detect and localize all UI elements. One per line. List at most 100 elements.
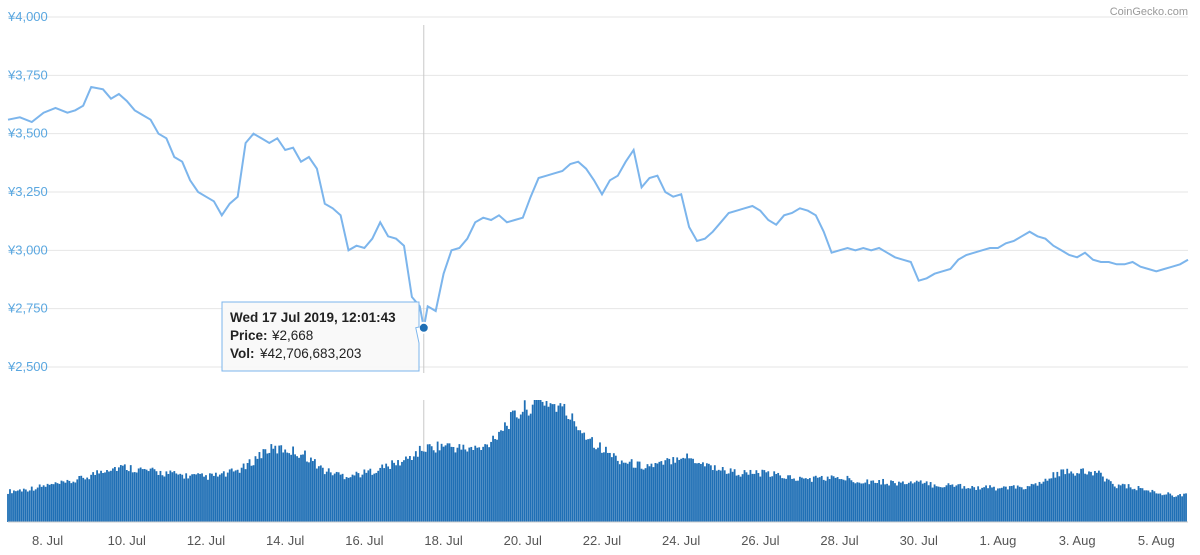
volume-bar [511,410,514,522]
volume-bar [1169,493,1172,522]
volume-bar [383,468,386,522]
volume-bar [28,490,31,522]
volume-bar [979,489,982,522]
volume-bar [1096,472,1098,522]
volume-bar [104,472,106,522]
volume-bar [700,463,702,522]
volume-bar [1131,489,1134,522]
volume-bar [395,465,397,522]
volume-bar [818,477,821,522]
volume-bar [181,474,184,522]
volume-bar [781,478,784,522]
volume-bar [412,456,415,522]
x-tick-label: 24. Jul [662,533,700,548]
x-tick-label: 12. Jul [187,533,225,548]
volume-bar [127,471,130,522]
volume-bar [814,475,817,522]
volume-bar [240,467,243,522]
volume-bar [321,467,324,522]
volume-bar [834,477,837,522]
volume-bar [585,439,588,522]
volume-bar [678,459,681,522]
volume-bar [197,473,199,522]
volume-bar [1074,475,1077,522]
volume-bar [870,480,873,522]
volume-bar [672,457,675,522]
volume-bar [878,480,881,522]
volume-bar [848,478,851,522]
volume-bar [989,485,991,522]
volume-bar [799,476,801,522]
volume-bar [375,472,378,522]
volume-bar [317,466,320,522]
volume-bar [1008,486,1011,522]
volume-bar [389,468,392,522]
volume-bar [1006,489,1009,522]
volume-bar [1143,490,1146,522]
volume-bar [504,422,506,522]
volume-bar [341,473,344,522]
volume-bar [612,453,615,522]
volume-bar [1040,483,1043,522]
volume-bar [230,468,233,522]
volume-bar [213,475,215,522]
volume-bar [282,452,285,522]
volume-bar [462,444,465,522]
volume-bar [812,476,815,522]
volume-bar [529,413,532,522]
volume-bar [147,471,150,522]
x-tick-label: 22. Jul [583,533,621,548]
volume-bar [787,475,789,522]
volume-bar [654,463,657,522]
volume-bar [325,471,328,522]
price-axis-labels: ¥2,500 ¥2,750 ¥3,000 ¥3,250 ¥3,500 ¥3,750 ¥4,0… [7,9,48,374]
volume-bar [290,454,293,522]
volume-bar [454,452,457,522]
volume-bar [135,472,138,522]
volume-bar [579,430,582,522]
volume-bar [1000,487,1003,522]
volume-bar [468,447,471,522]
volume-bar [201,473,203,522]
volume-bar [272,448,275,522]
volume-bar [676,457,679,522]
volume-bar [648,466,651,522]
credit-label[interactable]: CoinGecko.com [1110,6,1188,18]
volume-bar [969,488,972,522]
volume-bar [589,438,591,522]
volume-bar [791,478,793,522]
volume-bar [1054,477,1057,522]
volume-bar [1109,481,1112,522]
volume-bar [86,477,89,522]
volume-bar [72,481,75,522]
volume-bar [886,483,888,522]
volume-bar [1155,493,1158,522]
volume-bar [56,483,59,522]
x-tick-label: 20. Jul [504,533,542,548]
tooltip-title: Wed 17 Jul 2019, 12:01:43 [230,310,396,325]
volume-bar [189,475,192,522]
volume-bar [650,463,653,522]
volume-bar [626,463,629,522]
volume-bar [826,476,829,522]
volume-bar [634,467,637,522]
volume-bar [40,486,43,522]
volume-bar [185,473,188,522]
volume-bar [913,482,916,522]
volume-bar [1058,476,1061,522]
volume-bar [947,483,950,522]
volume-bar [753,473,756,522]
volume-bar [62,481,65,522]
volume-bar [816,477,819,522]
volume-bar [872,480,875,522]
price-tooltip: Wed 17 Jul 2019, 12:01:43 Price: ¥2,668 … [221,301,420,372]
volume-bar [286,452,289,522]
volume-bar [707,463,710,522]
volume-bar [171,472,174,522]
volume-bar [141,469,144,522]
volume-bar [1183,493,1185,522]
volume-bar [1167,492,1170,522]
volume-bar [1171,495,1174,522]
volume-bar [1052,472,1055,522]
volume-bar [694,463,696,522]
